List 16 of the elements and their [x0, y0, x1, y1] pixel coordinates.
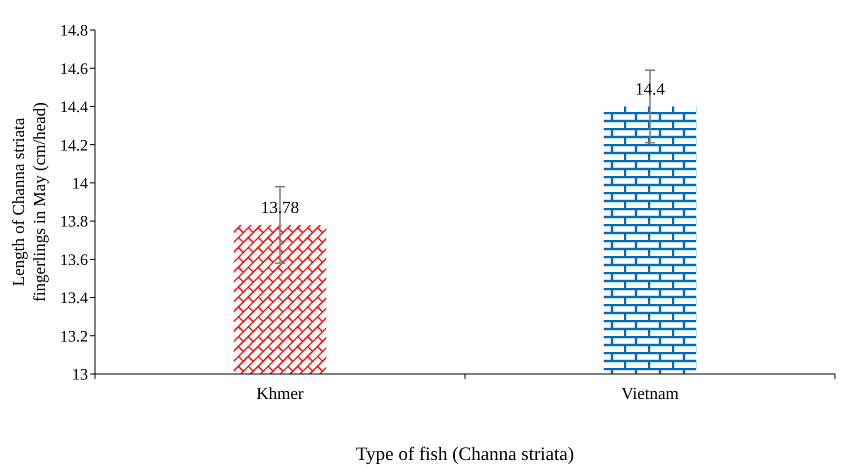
y-tick-label: 13.2	[60, 328, 88, 346]
y-tick-label: 14.6	[60, 60, 88, 78]
x-tick-label: Vietnam	[621, 384, 679, 403]
y-tick-label: 13	[72, 366, 88, 384]
x-axis-title: Type of fish (Channa striata)	[356, 444, 574, 465]
y-axis-title: Length of Channa striata fingerlings in May (cm/head)	[9, 102, 49, 302]
x-tick-label: Khmer	[256, 384, 304, 403]
data-label: 14.4	[635, 79, 666, 98]
y-tick-label: 13.6	[60, 252, 88, 269]
y-tick-label: 14.8	[60, 22, 88, 40]
y-tick-label: 14.4	[60, 99, 88, 116]
y-tick-label: 13.8	[60, 214, 88, 231]
y-tick-label: 14	[72, 175, 88, 192]
y-tick-label: 13.4	[60, 290, 88, 308]
data-label: 13.78	[260, 198, 300, 217]
y-tick-label: 14.2	[60, 137, 88, 154]
